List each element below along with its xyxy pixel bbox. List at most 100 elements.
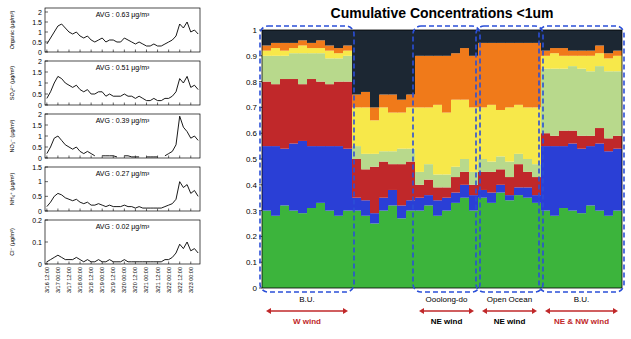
bar-segment — [361, 216, 370, 288]
y-tick — [45, 52, 48, 53]
x-tick — [168, 103, 169, 106]
bar-segment — [262, 30, 271, 45]
bar-segment — [487, 105, 496, 162]
bar-segment — [361, 30, 370, 92]
bar-segment — [361, 92, 370, 107]
bar-segment — [550, 53, 559, 68]
bar-segment — [316, 30, 325, 40]
x-tick — [135, 103, 136, 106]
y-tick-label: 0.8 — [246, 78, 258, 87]
bar-segment — [289, 43, 298, 48]
plot-frame — [45, 61, 200, 105]
bar-segment — [334, 146, 343, 216]
plot-area — [47, 76, 198, 100]
y-tick-label: 0.5 — [32, 144, 42, 151]
bar-segment — [514, 164, 523, 187]
bar-segment — [442, 198, 451, 211]
bar-segment — [388, 190, 397, 205]
region-arrow — [423, 310, 470, 312]
bar-segment — [334, 30, 343, 48]
bar-segment — [604, 71, 613, 138]
y-tick — [45, 83, 48, 84]
bar-segment — [487, 43, 496, 105]
bar-segment — [361, 107, 370, 153]
bar-segment — [604, 53, 613, 58]
bar-segment — [523, 107, 532, 159]
x-tick — [80, 103, 81, 106]
bar-segment — [496, 193, 505, 288]
bar-segment — [388, 95, 397, 113]
bar-segment — [613, 211, 622, 288]
bar-segment — [559, 131, 568, 146]
y-tick-label: 2 — [38, 111, 42, 118]
y-tick-label: 1 — [38, 178, 42, 185]
y-tick — [45, 181, 48, 182]
bar-segment — [451, 53, 460, 99]
bar-segment — [568, 30, 577, 51]
bar-segment — [370, 154, 379, 167]
bar-segment — [559, 208, 568, 288]
bar-segment — [559, 30, 568, 48]
bar-segment — [262, 56, 271, 82]
x-tick — [124, 50, 125, 53]
x-tick — [146, 103, 147, 106]
bar-segment — [370, 224, 379, 289]
bar-segment — [397, 149, 406, 164]
y-tick — [45, 12, 48, 13]
bar-segment — [505, 200, 514, 288]
bar-segment — [433, 187, 442, 200]
bar-segment — [334, 58, 343, 81]
x-tick — [157, 103, 158, 106]
bar-segment — [262, 45, 271, 50]
x-tick-label: 3/19 12:00 — [110, 267, 116, 293]
x-tick — [80, 50, 81, 53]
bar-segment — [424, 205, 433, 288]
bar-segment — [451, 193, 460, 203]
bar-segment — [298, 213, 307, 288]
bar-segment — [613, 149, 622, 211]
y-tick — [45, 167, 48, 168]
annotation: AVG : 0.39 μg/m³ — [96, 117, 150, 125]
y-tick-label: 0.4 — [246, 181, 258, 190]
bar-segment — [379, 198, 388, 211]
y-tick-label: 0 — [38, 261, 42, 268]
bar-segment — [559, 56, 568, 69]
bar-segment — [397, 205, 406, 218]
bar-segment — [586, 30, 595, 51]
bar-segment — [334, 53, 343, 58]
x-tick — [179, 209, 180, 212]
y-tick-label: 1.5 — [32, 69, 42, 76]
bar-segment — [469, 56, 478, 108]
bar-segment — [442, 174, 451, 187]
y-tick — [259, 184, 262, 185]
x-tick — [46, 50, 47, 53]
x-tick — [91, 156, 92, 159]
bar-segment — [532, 30, 541, 43]
x-tick — [135, 209, 136, 212]
bar-segment — [343, 51, 352, 56]
bar-segment — [424, 164, 433, 179]
bar-segment — [460, 198, 469, 288]
y-tick-label: 0.2 — [32, 217, 42, 224]
y-tick-label: 0.6 — [246, 129, 258, 138]
x-tick — [179, 262, 180, 265]
bar-segment — [496, 169, 505, 184]
bar-segment — [271, 84, 280, 146]
bar-segment — [388, 30, 397, 95]
arrow-head — [532, 308, 537, 314]
bar-segment — [388, 164, 397, 190]
bar-segment — [271, 43, 280, 48]
bar-segment — [559, 48, 568, 56]
series-line — [47, 22, 198, 46]
y-tick — [45, 147, 48, 148]
x-tick-label: 3/21 00:00 — [143, 267, 149, 293]
bar-segment — [289, 30, 298, 43]
y-tick-label: 0 — [38, 208, 42, 215]
bar-segment — [307, 48, 316, 53]
bar-segment — [424, 180, 433, 195]
bar-segment — [379, 211, 388, 288]
bar-segment — [505, 177, 514, 195]
x-tick — [157, 209, 158, 212]
x-tick — [80, 156, 81, 159]
y-tick — [45, 32, 48, 33]
